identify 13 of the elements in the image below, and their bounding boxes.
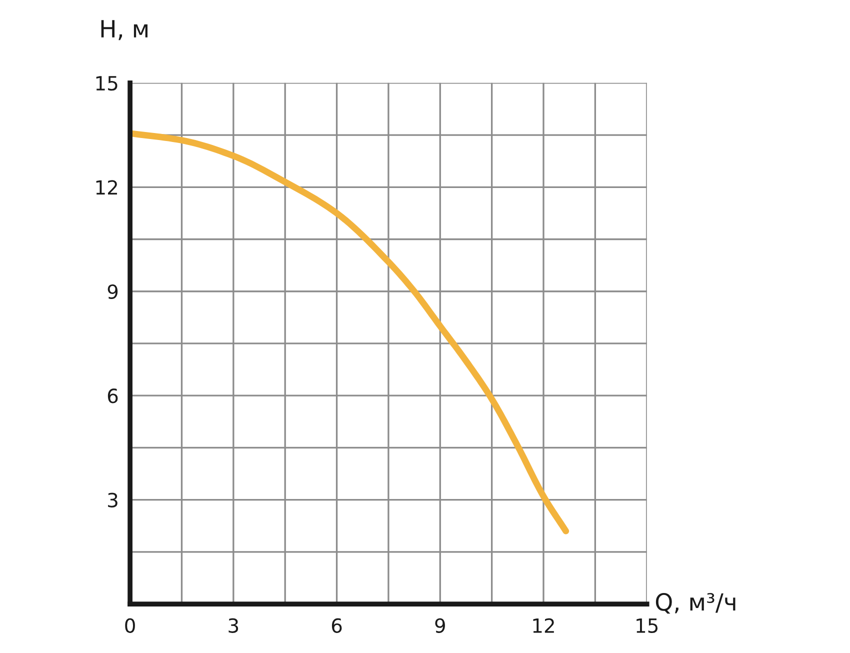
- y-tick-label: 15: [96, 76, 118, 91]
- x-tick-label: 9: [435, 618, 445, 633]
- y-tick-label: 3: [108, 492, 118, 508]
- x-axis-title: Q, м³/ч: [656, 593, 736, 614]
- x-tick-label: 6: [332, 618, 342, 633]
- y-tick-label: 12: [96, 180, 117, 195]
- y-axis-title: H, м: [101, 20, 148, 40]
- x-tick-label: 0: [125, 618, 135, 633]
- x-tick-label: 12: [533, 618, 554, 633]
- y-tick-label: 9: [108, 284, 118, 300]
- x-tick-label: 3: [228, 618, 238, 633]
- y-tick-label: 6: [108, 388, 118, 404]
- x-tick-label: 15: [636, 618, 658, 633]
